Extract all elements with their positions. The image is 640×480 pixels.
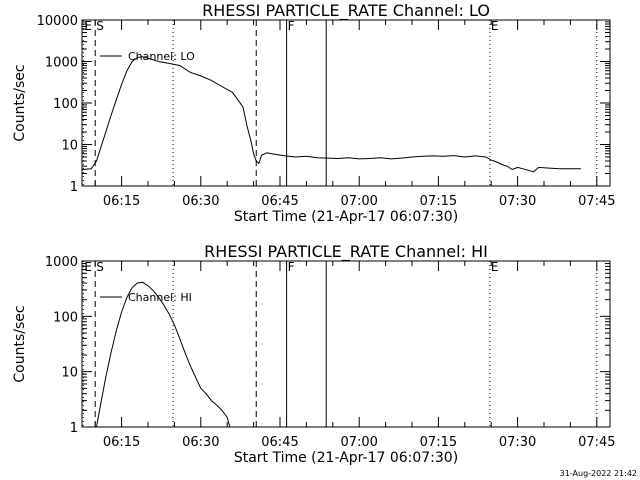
data-series-line <box>81 56 581 173</box>
event-marker-label: E <box>84 260 92 274</box>
y-axis-label: Counts/sec <box>12 305 28 382</box>
plot-frame <box>81 19 611 187</box>
y-tick-label: 1000 <box>45 56 78 71</box>
event-marker-label: E <box>491 260 499 274</box>
x-tick-label: 06:30 <box>182 435 219 450</box>
y-tick-label: 100 <box>53 97 78 112</box>
x-tick-label: 07:00 <box>340 194 377 209</box>
x-tick-label: 06:15 <box>103 194 140 209</box>
event-marker-label: S <box>96 19 104 33</box>
lo-channel-panel: RHESSI PARTICLE_RATE Channel: LO 1 10 100 10… <box>12 1 616 225</box>
legend-entry: Channel: HI <box>128 291 192 304</box>
event-marker-label: S <box>96 260 104 274</box>
print-timestamp: 31-Aug-2022 21:42 <box>560 469 637 478</box>
y-tick-label: 1 <box>70 180 78 195</box>
x-tick-label: 07:45 <box>578 194 615 209</box>
y-tick-label: 10000 <box>37 14 78 29</box>
event-marker-label: E <box>491 19 499 33</box>
y-tick-label: 1 <box>70 421 78 436</box>
y-tick-label: 1000 <box>45 255 78 270</box>
y-tick-label: 10 <box>61 139 78 154</box>
x-tick-label: 06:15 <box>103 435 140 450</box>
y-axis-label: Counts/sec <box>12 64 28 141</box>
data-series-line <box>96 281 231 428</box>
event-marker-label: E <box>84 19 92 33</box>
hi-channel-panel: RHESSI PARTICLE_RATE Channel: HI 1 10 100 10… <box>12 242 616 466</box>
x-tick-label: 07:15 <box>420 194 457 209</box>
legend-entry: Channel: LO <box>128 50 195 63</box>
chart-title: RHESSI PARTICLE_RATE Channel: HI <box>204 242 488 262</box>
x-axis-label: Start Time (21-Apr-17 06:07:30) <box>234 450 458 466</box>
x-tick-label: 06:45 <box>261 194 298 209</box>
x-tick-label: 07:30 <box>499 194 536 209</box>
x-axis-label: Start Time (21-Apr-17 06:07:30) <box>234 209 458 225</box>
x-tick-label: 06:45 <box>261 435 298 450</box>
x-tick-label: 06:30 <box>182 194 219 209</box>
chart-title: RHESSI PARTICLE_RATE Channel: LO <box>202 1 490 21</box>
y-tick-label: 100 <box>53 310 78 325</box>
y-tick-label: 10 <box>61 366 78 381</box>
plot-frame <box>81 260 611 428</box>
event-marker-label: F <box>288 260 295 274</box>
x-tick-label: 07:00 <box>340 435 377 450</box>
x-tick-label: 07:30 <box>499 435 536 450</box>
event-marker-label: F <box>288 19 295 33</box>
x-tick-label: 07:15 <box>420 435 457 450</box>
x-tick-label: 07:45 <box>578 435 615 450</box>
